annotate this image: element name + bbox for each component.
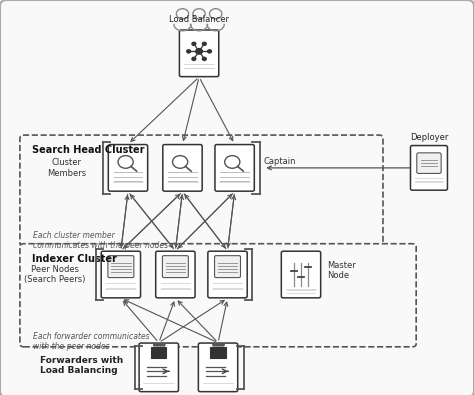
Text: Captain: Captain [263, 158, 296, 166]
FancyBboxPatch shape [410, 146, 447, 190]
Text: Load Balancer: Load Balancer [169, 15, 229, 24]
Text: Each forwarder communicates
with the peer nodes: Each forwarder communicates with the pee… [33, 332, 150, 351]
FancyBboxPatch shape [199, 343, 237, 392]
Circle shape [154, 344, 156, 346]
FancyBboxPatch shape [163, 145, 202, 191]
Text: Cluster
Members: Cluster Members [47, 158, 86, 178]
FancyBboxPatch shape [208, 251, 247, 298]
Text: Indexer Cluster: Indexer Cluster [32, 254, 117, 264]
Circle shape [221, 344, 224, 346]
Text: Master
Node: Master Node [327, 261, 356, 280]
FancyBboxPatch shape [108, 145, 148, 191]
Circle shape [156, 344, 159, 346]
Text: Peer Nodes
(Search Peers): Peer Nodes (Search Peers) [24, 265, 85, 284]
FancyBboxPatch shape [215, 256, 240, 278]
FancyBboxPatch shape [282, 251, 320, 298]
Circle shape [192, 42, 196, 45]
FancyBboxPatch shape [179, 30, 219, 77]
Circle shape [162, 344, 165, 346]
Circle shape [159, 344, 162, 346]
Circle shape [213, 344, 216, 346]
Circle shape [196, 49, 202, 54]
Text: Each cluster member
communicates with the peer nodes: Each cluster member communicates with th… [33, 231, 168, 250]
FancyBboxPatch shape [151, 347, 166, 358]
Circle shape [202, 57, 206, 60]
Circle shape [187, 50, 191, 53]
Circle shape [202, 42, 206, 45]
FancyBboxPatch shape [215, 145, 254, 191]
FancyBboxPatch shape [108, 256, 134, 278]
FancyBboxPatch shape [139, 343, 178, 392]
Circle shape [208, 50, 211, 53]
FancyBboxPatch shape [20, 135, 383, 246]
FancyBboxPatch shape [101, 251, 140, 298]
Circle shape [192, 57, 196, 60]
FancyBboxPatch shape [163, 256, 188, 278]
Circle shape [216, 344, 219, 346]
Circle shape [219, 344, 221, 346]
FancyBboxPatch shape [210, 347, 226, 358]
Text: Search Head Cluster: Search Head Cluster [32, 145, 145, 155]
Text: Deployer: Deployer [410, 133, 448, 142]
FancyBboxPatch shape [155, 251, 195, 298]
FancyBboxPatch shape [20, 244, 416, 347]
Text: Forwarders with
Load Balancing: Forwarders with Load Balancing [40, 356, 124, 375]
FancyBboxPatch shape [417, 153, 441, 173]
